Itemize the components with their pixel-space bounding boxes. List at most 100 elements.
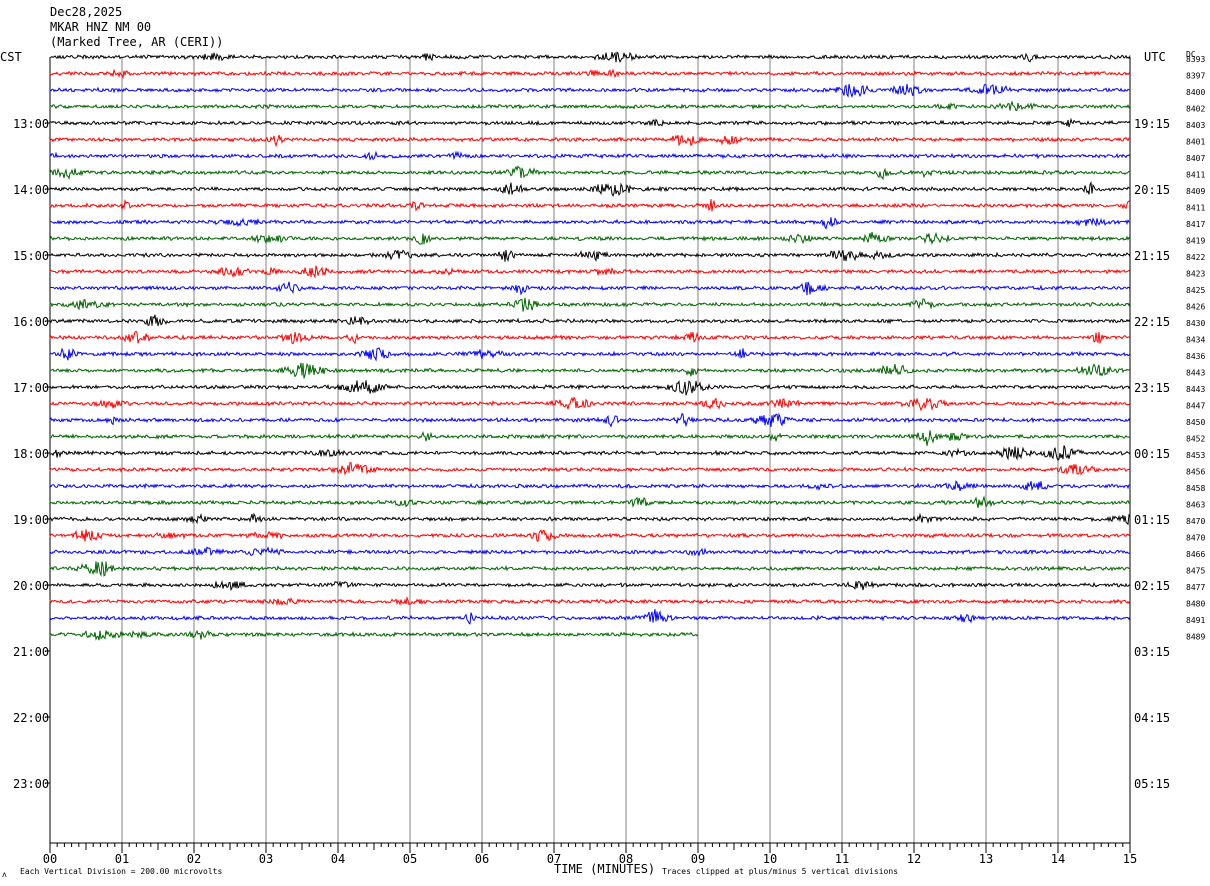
dc-offset-label: 8470	[1186, 517, 1205, 526]
left-hour-tick-label: 14:00	[13, 183, 49, 197]
scale-note: Each Vertical Division = 200.00 microvol…	[20, 867, 222, 876]
seismic-trace	[49, 462, 1131, 476]
left-hour-tick-label: 22:00	[13, 711, 49, 725]
x-tick-label: 13	[979, 852, 993, 866]
dc-offset-label: 8436	[1186, 352, 1205, 361]
header-location: (Marked Tree, AR (CERI))	[50, 35, 223, 49]
seismic-trace	[49, 347, 1131, 362]
seismic-trace	[49, 595, 1131, 607]
seismic-trace	[49, 265, 1131, 279]
dc-offset-label: 8458	[1186, 484, 1205, 493]
seismic-trace	[49, 150, 1131, 161]
seismic-trace	[49, 314, 1131, 327]
dc-offset-label: 8450	[1186, 418, 1205, 427]
dc-offset-label: 8491	[1186, 616, 1205, 625]
seismic-trace	[49, 51, 1131, 63]
right-hour-tick-label: 01:15	[1134, 513, 1170, 527]
dc-offset-label: 8411	[1186, 204, 1205, 213]
dc-offset-label: 8480	[1186, 600, 1205, 609]
seismic-trace	[49, 445, 1131, 461]
x-axis: 00 01 02 03 04 05 06 07 08 09 10 11 12 13 14 15	[43, 843, 1137, 866]
seismic-trace	[49, 217, 1131, 230]
dc-label: DC	[1186, 50, 1196, 59]
left-hour-tick-label: 17:00	[13, 381, 49, 395]
left-hour-tick-label: 15:00	[13, 249, 49, 263]
right-hour-tick-label: 21:15	[1134, 249, 1170, 263]
x-tick-label: 02	[187, 852, 201, 866]
x-tick-label: 06	[475, 852, 489, 866]
dc-offset-label: 8453	[1186, 451, 1205, 460]
seismic-trace	[49, 546, 1131, 557]
corner-mark: ᴧ	[2, 870, 7, 879]
left-hour-tick-label: 13:00	[13, 117, 49, 131]
seismic-trace	[49, 480, 1130, 492]
header-station: MKAR HNZ NM 00	[50, 20, 151, 34]
seismic-trace	[49, 512, 1131, 526]
right-hour-tick-label: 22:15	[1134, 315, 1170, 329]
minute-grid	[49, 57, 1131, 844]
right-hour-tick-label: 03:15	[1134, 645, 1170, 659]
dc-offset-label: 8447	[1186, 402, 1205, 411]
x-tick-label: 03	[259, 852, 273, 866]
seismic-trace	[49, 609, 1131, 625]
dc-offset-label: 8430	[1186, 319, 1205, 328]
x-tick-label: 15	[1123, 852, 1137, 866]
left-hour-tick-label: 19:00	[13, 513, 49, 527]
right-axis-label: UTC	[1144, 50, 1166, 64]
dc-offset-label: 8419	[1186, 237, 1205, 246]
seismic-trace	[49, 165, 1131, 181]
x-tick-label: 01	[115, 852, 129, 866]
right-hour-tick-label: 23:15	[1134, 381, 1170, 395]
x-axis-title: TIME (MINUTES)	[554, 862, 655, 876]
dc-offset-labels: 8393 8397 8400 8402 8403 8401 8407 8411 8409 8411…	[1186, 55, 1205, 642]
x-tick-label: 10	[763, 852, 777, 866]
dc-offset-label: 8456	[1186, 468, 1205, 477]
right-hour-tick-label: 05:15	[1134, 777, 1170, 791]
dc-offset-label: 8422	[1186, 253, 1205, 262]
seismic-trace	[49, 380, 1131, 396]
dc-offset-label: 8470	[1186, 534, 1205, 543]
dc-offset-label: 8477	[1186, 583, 1205, 592]
seismic-trace	[49, 249, 1131, 262]
right-hour-tick-label: 19:15	[1134, 117, 1170, 131]
dc-offset-label: 8407	[1186, 154, 1205, 163]
dc-offset-label: 8434	[1186, 336, 1205, 345]
seismic-trace	[49, 297, 1131, 312]
seismic-trace	[49, 198, 1131, 212]
seismic-trace	[49, 430, 1131, 446]
seismic-trace	[49, 362, 1131, 379]
left-hour-tick-label: 18:00	[13, 447, 49, 461]
right-hour-tick-label: 20:15	[1134, 183, 1170, 197]
right-hour-tick-label: 04:15	[1134, 711, 1170, 725]
trace-group	[49, 51, 1131, 641]
seismic-trace	[49, 580, 1131, 592]
dc-offset-label: 8452	[1186, 435, 1205, 444]
seismic-trace	[49, 180, 1131, 197]
seismic-trace	[49, 495, 1131, 509]
dc-offset-label: 8425	[1186, 286, 1205, 295]
left-hour-tick-label: 23:00	[13, 777, 49, 791]
seismic-trace	[49, 561, 1131, 577]
x-tick-label: 11	[835, 852, 849, 866]
seismic-trace	[49, 68, 1131, 80]
dc-offset-label: 8423	[1186, 270, 1205, 279]
x-tick-label: 08	[619, 852, 633, 866]
dc-offset-label: 8397	[1186, 72, 1205, 81]
dc-offset-label: 8475	[1186, 567, 1205, 576]
seismic-trace	[49, 629, 699, 641]
seismic-trace	[49, 83, 1131, 99]
header-date: Dec28,2025	[50, 5, 122, 19]
dc-offset-label: 8402	[1186, 105, 1205, 114]
dc-offset-label: 8400	[1186, 88, 1205, 97]
right-hour-tick-label: 02:15	[1134, 579, 1170, 593]
dc-offset-label: 8417	[1186, 220, 1205, 229]
dc-offset-label: 8443	[1186, 385, 1205, 394]
dc-offset-label: 8409	[1186, 187, 1205, 196]
right-hour-labels: 19:15 20:15 21:15 22:15 23:15 00:15 01:15 02:15…	[1134, 117, 1170, 791]
x-tick-label: 05	[403, 852, 417, 866]
x-tick-label: 09	[691, 852, 705, 866]
seismic-trace	[49, 281, 1131, 296]
seismic-trace	[49, 231, 1131, 246]
seismic-trace	[49, 396, 1131, 412]
